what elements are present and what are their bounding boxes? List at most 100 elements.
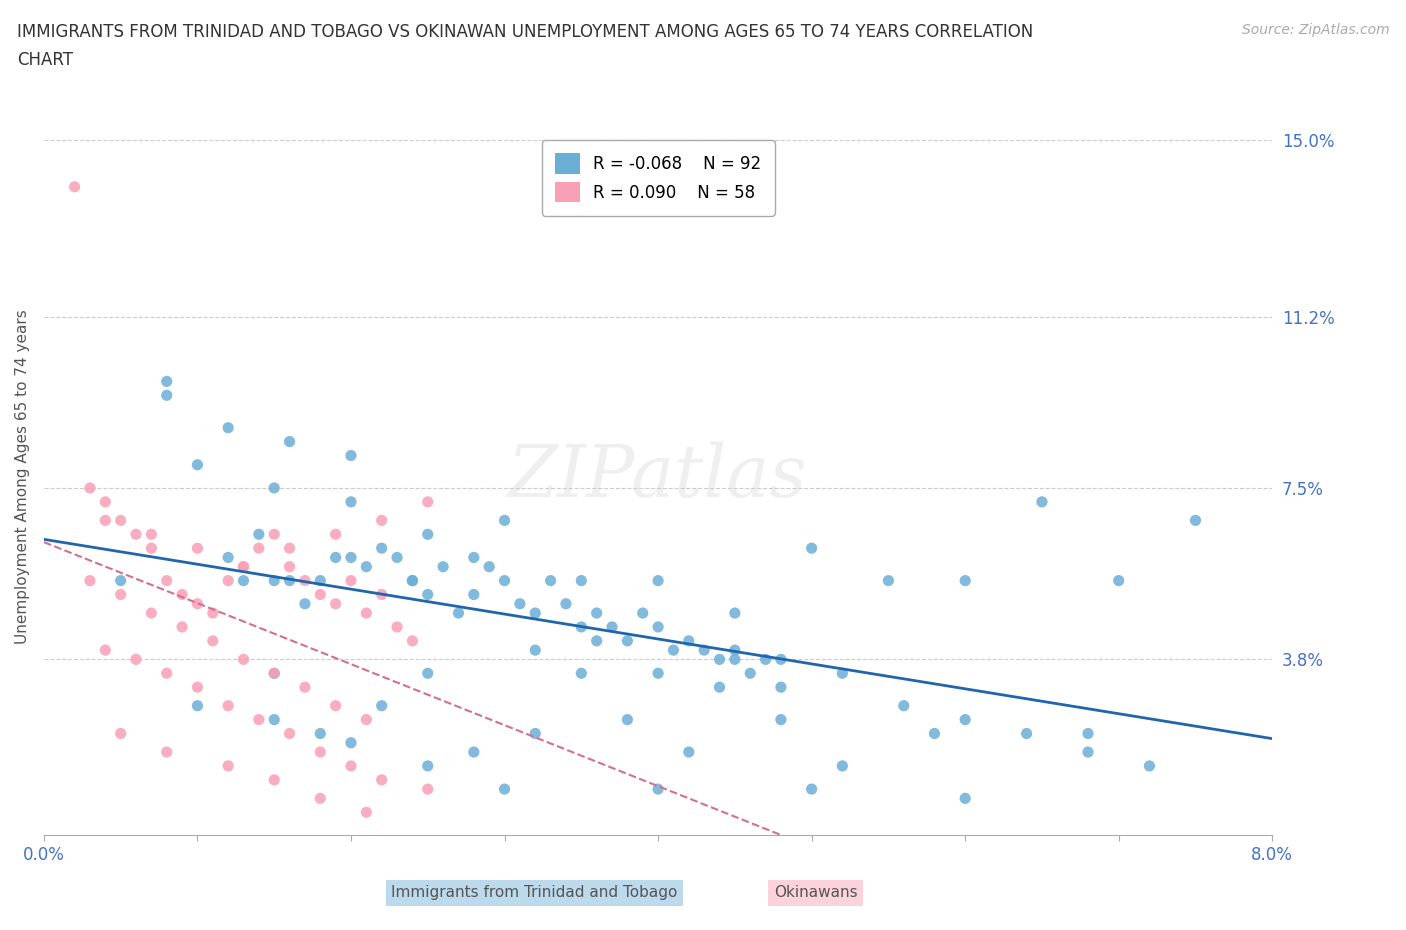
Point (463, 587, 485, 602)
Point (156, 666, 179, 681)
Point (217, 759, 239, 774)
Point (755, 652, 778, 667)
Point (1077, 726, 1099, 741)
Point (494, 781, 516, 796)
Point (309, 726, 332, 741)
Point (569, 573, 592, 588)
Point (79, 573, 101, 588)
Point (647, 781, 669, 796)
Point (401, 633, 423, 648)
Point (125, 526, 148, 541)
Point (616, 633, 638, 648)
Point (769, 712, 792, 727)
Point (524, 726, 547, 741)
Point (356, 804, 378, 819)
Point (186, 540, 208, 555)
Point (232, 652, 254, 667)
Point (340, 736, 363, 751)
Point (709, 680, 731, 695)
Point (924, 726, 946, 741)
Point (325, 550, 347, 565)
Point (953, 712, 976, 727)
Point (447, 605, 470, 620)
Point (893, 698, 915, 713)
Point (724, 652, 747, 667)
Point (555, 596, 578, 611)
Point (186, 458, 208, 472)
Point (110, 573, 132, 588)
Text: IMMIGRANTS FROM TRINIDAD AND TOBAGO VS OKINAWAN UNEMPLOYMENT AMONG AGES 65 TO 74: IMMIGRANTS FROM TRINIDAD AND TOBAGO VS O… (17, 23, 1033, 41)
Point (953, 790, 976, 805)
Point (278, 573, 301, 588)
Point (662, 643, 685, 658)
Point (217, 420, 239, 435)
Point (141, 605, 163, 620)
Point (325, 698, 347, 713)
Point (1184, 513, 1206, 528)
Point (340, 448, 363, 463)
Point (693, 643, 716, 658)
Point (370, 587, 392, 602)
Point (340, 573, 363, 588)
Point (416, 587, 439, 602)
Text: Okinawans: Okinawans (773, 885, 858, 900)
Point (370, 513, 392, 528)
Text: Immigrants from Trinidad and Tobago: Immigrants from Trinidad and Tobago (391, 885, 678, 900)
Point (569, 619, 592, 634)
Point (478, 559, 501, 574)
Point (416, 495, 439, 510)
Point (678, 633, 700, 648)
Point (800, 781, 823, 796)
Point (217, 573, 239, 588)
Point (1031, 495, 1053, 510)
Point (540, 573, 562, 588)
Point (294, 596, 316, 611)
Point (356, 605, 378, 620)
Point (340, 495, 363, 510)
Point (432, 559, 454, 574)
Point (217, 698, 239, 713)
Point (524, 605, 547, 620)
Point (141, 540, 163, 555)
Point (309, 745, 332, 760)
Point (416, 666, 439, 681)
Point (463, 550, 485, 565)
Point (247, 712, 270, 727)
Text: CHART: CHART (17, 51, 73, 69)
Point (569, 666, 592, 681)
Point (110, 726, 132, 741)
Point (325, 596, 347, 611)
Point (294, 680, 316, 695)
Point (370, 773, 392, 788)
Point (201, 605, 224, 620)
Point (585, 633, 607, 648)
Point (340, 550, 363, 565)
Point (141, 526, 163, 541)
Point (831, 759, 853, 774)
Point (1139, 759, 1161, 774)
Point (647, 666, 669, 681)
Point (263, 773, 285, 788)
Point (309, 790, 332, 805)
Point (156, 573, 179, 588)
Point (1077, 745, 1099, 760)
Point (494, 513, 516, 528)
Point (724, 643, 747, 658)
Point (709, 652, 731, 667)
Point (263, 666, 285, 681)
Point (831, 666, 853, 681)
Point (186, 596, 208, 611)
Point (463, 745, 485, 760)
Point (263, 573, 285, 588)
Point (156, 745, 179, 760)
Point (156, 374, 179, 389)
Point (877, 573, 900, 588)
Point (509, 596, 531, 611)
Point (263, 526, 285, 541)
Point (953, 573, 976, 588)
Point (79, 481, 101, 496)
Point (110, 513, 132, 528)
Point (263, 666, 285, 681)
Point (172, 587, 194, 602)
Point (356, 559, 378, 574)
